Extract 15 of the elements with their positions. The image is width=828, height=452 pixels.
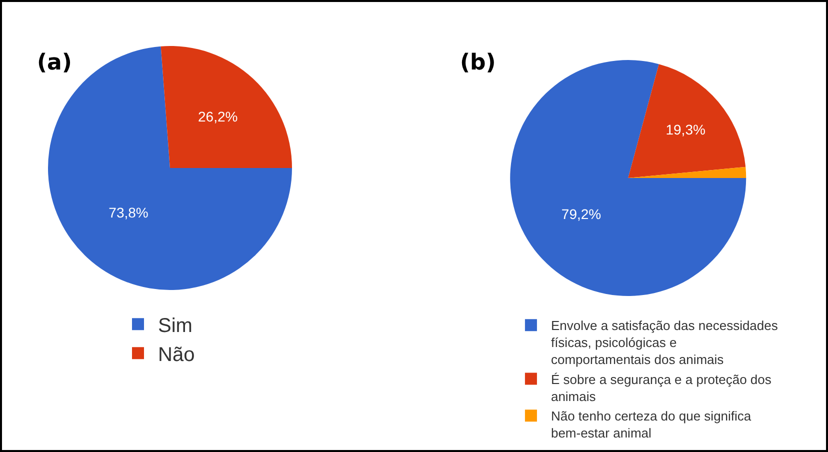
legend-label: Envolve a satisfação das necessidades físicas, psicológicas e comportamentais dos animais (550, 318, 778, 367)
pie-slice (628, 166, 746, 178)
legend-label: É sobre a segurança e a proteção dos animais (550, 372, 772, 404)
data-label: 26,2% (198, 108, 238, 124)
data-label: 73,8% (108, 204, 148, 221)
legend-label: Não (158, 344, 195, 366)
data-label: 19,3% (666, 122, 706, 138)
pie-slice (510, 60, 746, 296)
legend-label: Não tenho certeza do que significa bem-estar animal (550, 408, 752, 441)
pie-slice (160, 46, 292, 168)
chart-title: (b) (460, 50, 496, 76)
chart-title: (a) (37, 50, 72, 76)
data-label: 79,2% (561, 206, 602, 222)
pie-slice (628, 64, 746, 178)
legend-label: Sim (158, 314, 192, 337)
